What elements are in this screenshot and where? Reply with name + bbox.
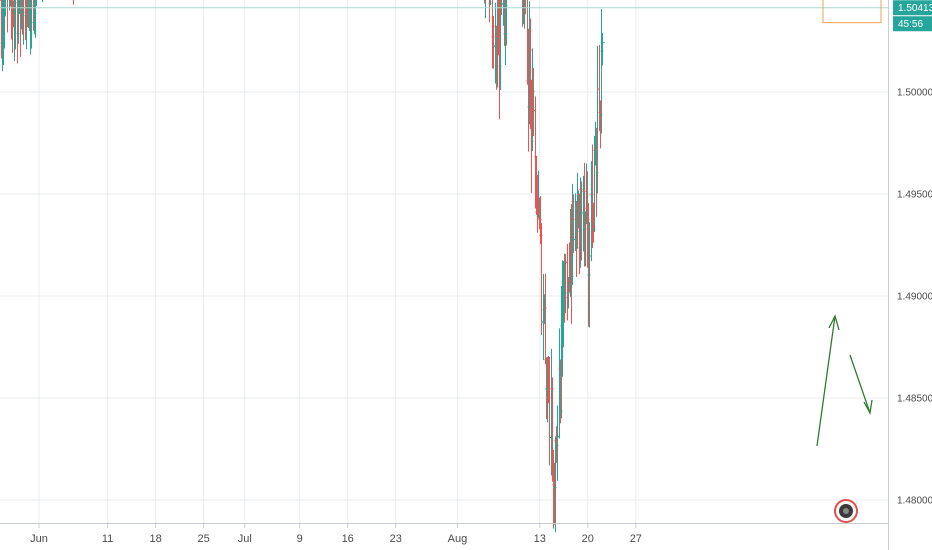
x-axis-labels: Jun 11 18 25 Jul 9 16 23 Aug 13 20 27 bbox=[30, 523, 642, 545]
y-tick-label: 1.48000 bbox=[897, 496, 932, 507]
x-tick-label: 11 bbox=[102, 533, 113, 545]
ohlc-bar bbox=[504, 0, 507, 46]
y-tick-label: 1.49000 bbox=[897, 292, 932, 303]
target-zone-rectangle[interactable] bbox=[822, 0, 882, 24]
y-axis-labels: 1.480001.485001.490001.495001.500001.505… bbox=[897, 88, 932, 507]
up-arrow-head bbox=[828, 314, 840, 331]
x-tick-label: 23 bbox=[390, 533, 402, 545]
ohlc-bar bbox=[42, 0, 43, 3]
ohlc-bar bbox=[599, 9, 604, 134]
ohlc-bar bbox=[11, 0, 12, 40]
ohlc-bar bbox=[523, 0, 524, 25]
countdown-tag-bg bbox=[893, 16, 932, 32]
x-tick-label: 18 bbox=[149, 533, 161, 545]
countdown-tag: 45:56 bbox=[898, 19, 923, 30]
x-tick-label: 16 bbox=[342, 533, 354, 545]
x-tick-label: 27 bbox=[630, 533, 642, 545]
ohlc-bar bbox=[7, 0, 8, 33]
ohlc-bar bbox=[600, 33, 605, 66]
ohlc-bar bbox=[2, 0, 5, 49]
ohlc-bar bbox=[522, 0, 523, 27]
y-tick-label: 1.50000 bbox=[897, 88, 932, 99]
x-tick-label: 25 bbox=[198, 533, 210, 545]
ohlc-bar bbox=[9, 0, 10, 11]
x-tick-label: Jun bbox=[30, 533, 48, 545]
ohlc-bar bbox=[73, 0, 74, 5]
x-tick-label: 13 bbox=[534, 533, 546, 545]
watermark-logo bbox=[834, 499, 858, 523]
ohlc-bar bbox=[19, 0, 20, 14]
price-levels bbox=[0, 7, 888, 9]
ohlc-bars bbox=[0, 0, 605, 533]
ohlc-bar bbox=[5, 0, 6, 17]
ohlc-bar bbox=[485, 0, 486, 19]
y-tick-label: 1.49500 bbox=[897, 190, 932, 201]
ohlc-bar bbox=[498, 0, 501, 90]
ohlc-bar bbox=[525, 0, 526, 15]
down-arrow-line[interactable] bbox=[849, 354, 871, 414]
forecast-drawings bbox=[816, 0, 882, 447]
grid-lines bbox=[0, 0, 888, 523]
ohlc-bar bbox=[13, 0, 16, 50]
down-arrow-head bbox=[863, 399, 873, 415]
up-arrow-line[interactable] bbox=[816, 315, 836, 447]
ohlc-bar bbox=[27, 0, 28, 28]
y-tick-label: 1.48500 bbox=[897, 394, 932, 405]
last-price-tag-bg bbox=[893, 0, 932, 16]
x-tick-label: 20 bbox=[582, 533, 594, 545]
x-tick-label: Jul bbox=[238, 533, 252, 545]
ohlc-bar bbox=[524, 0, 525, 29]
ohlc-bar bbox=[33, 0, 36, 38]
x-tick-label: 9 bbox=[297, 533, 303, 545]
ohlc-bar bbox=[495, 0, 498, 88]
ohlc-bar bbox=[29, 0, 32, 49]
x-tick-label: Aug bbox=[448, 533, 468, 545]
ohlc-bar bbox=[501, 0, 504, 26]
ohlc-bar bbox=[488, 0, 491, 6]
ohlc-bar bbox=[24, 0, 27, 50]
last-price-tag: 1.50413 bbox=[898, 3, 932, 14]
